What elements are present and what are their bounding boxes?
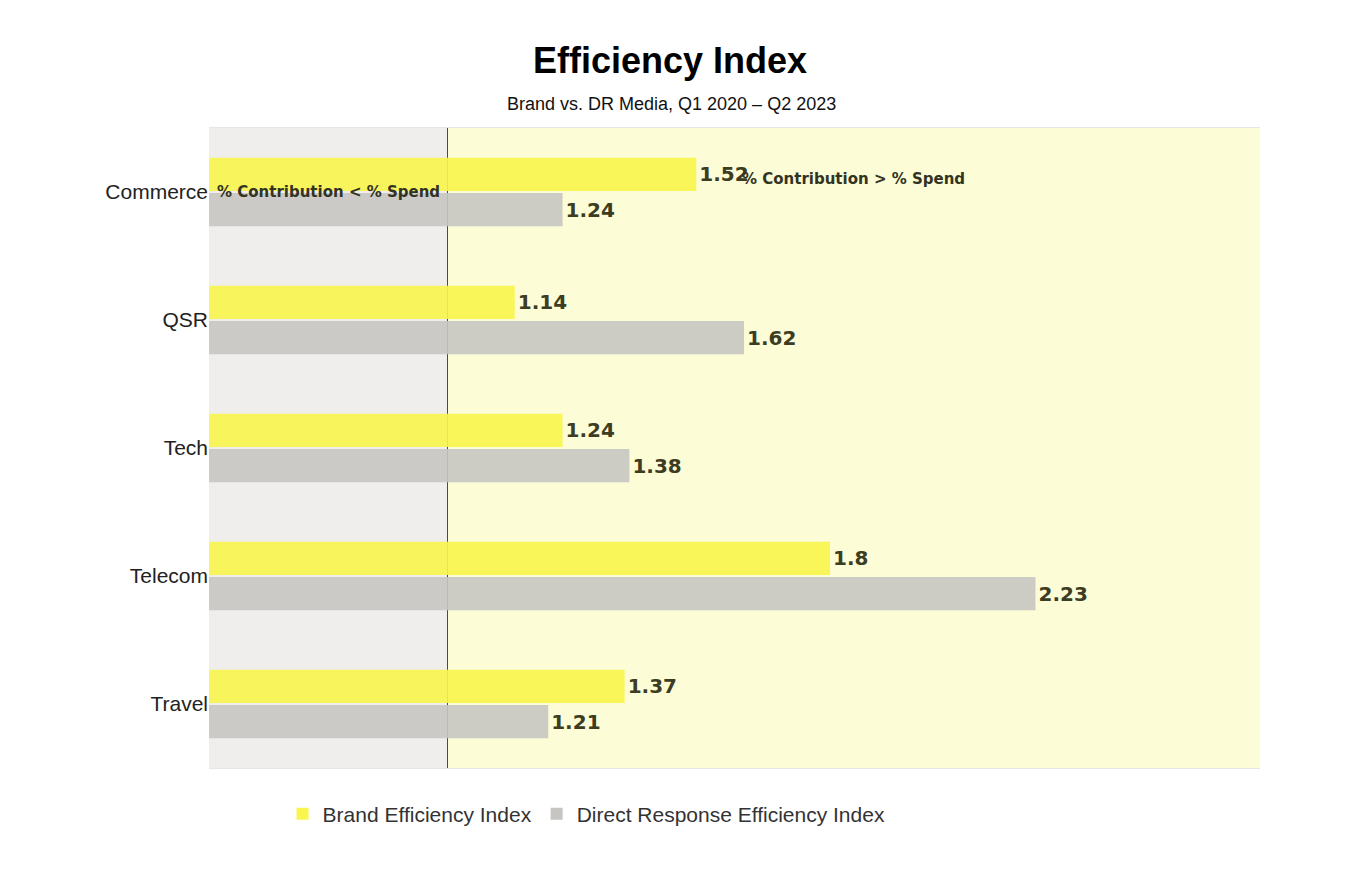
svg-text:1.24: 1.24 [566,198,615,222]
svg-text:Direct Response Efficiency Ind: Direct Response Efficiency Index [577,803,885,826]
svg-text:Brand Efficiency Index: Brand Efficiency Index [323,803,532,826]
svg-text:Telecom: Telecom [130,564,208,587]
svg-text:Travel: Travel [150,692,208,715]
svg-text:1.8: 1.8 [833,546,868,570]
svg-text:1.24: 1.24 [566,418,615,442]
svg-text:Tech: Tech [164,436,208,459]
svg-text:% Contribution > % Spend: % Contribution > % Spend [742,170,965,188]
svg-text:QSR: QSR [162,308,208,331]
svg-text:Brand vs. DR Media, Q1 2020 –: Brand vs. DR Media, Q1 2020 – Q2 2023 [507,94,836,114]
svg-text:1.52: 1.52 [699,162,748,186]
svg-text:1.37: 1.37 [628,674,677,698]
svg-text:1.38: 1.38 [632,454,681,478]
svg-text:Commerce: Commerce [105,180,208,203]
svg-text:% Contribution < % Spend: % Contribution < % Spend [217,183,440,201]
svg-text:1.62: 1.62 [747,326,796,350]
svg-text:1.14: 1.14 [518,290,567,314]
svg-text:2.23: 2.23 [1038,582,1087,606]
svg-text:1.21: 1.21 [551,710,600,734]
svg-text:Efficiency Index: Efficiency Index [533,40,807,81]
